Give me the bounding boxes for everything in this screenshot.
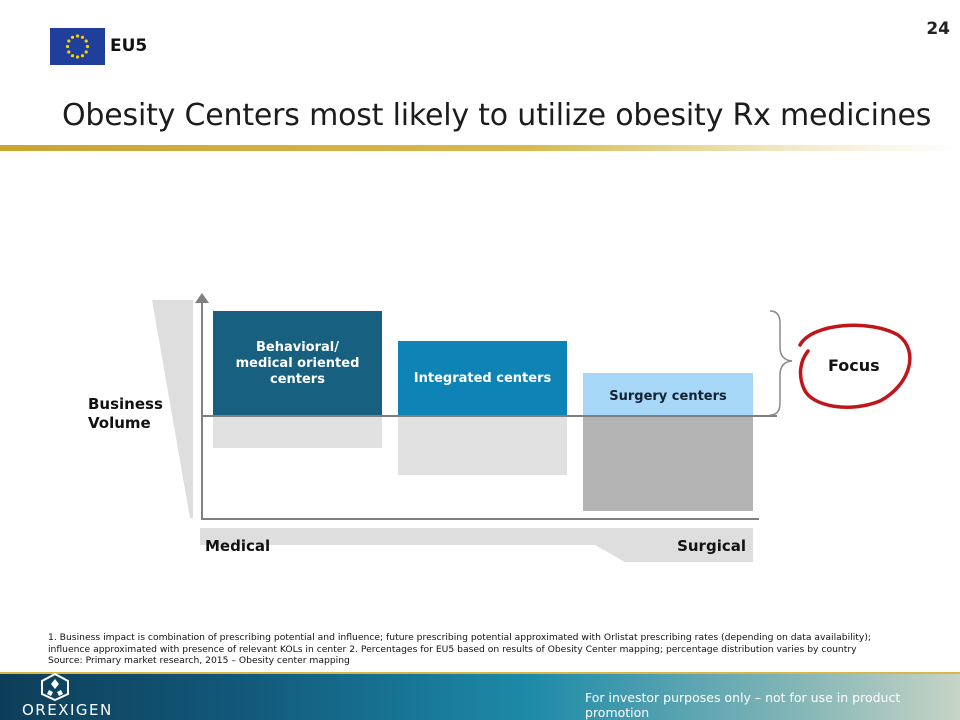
- footer-band: [0, 672, 960, 720]
- bar-label-line: medical oriented: [235, 355, 360, 371]
- y-axis-label-line: Business: [88, 395, 163, 413]
- region-label: EU5: [110, 36, 148, 56]
- volume-wedge: [152, 300, 193, 518]
- focus-label: Focus: [828, 356, 880, 375]
- bar-integrated-lower: [398, 416, 567, 475]
- focus-annotation: [769, 310, 912, 416]
- medical-surgical-wedge: [200, 528, 753, 562]
- y-axis-label-line: Volume: [88, 414, 151, 432]
- footnote-line: 1. Business impact is combination of pre…: [48, 632, 872, 643]
- logo-wordmark: OREXIGEN: [22, 701, 113, 719]
- footnote-source: Source: Primary market research, 2015 – …: [48, 655, 350, 667]
- orexigen-logo-icon: [40, 672, 70, 702]
- x-axis: [201, 518, 759, 520]
- footnote: 1. Business impact is combination of pre…: [48, 632, 918, 667]
- page-title: Obesity Centers most likely to utilize o…: [62, 98, 932, 133]
- baseline: [203, 415, 777, 417]
- y-axis-label: Business Volume: [88, 395, 163, 433]
- footnote-line: influence approximated with presence of …: [48, 643, 857, 655]
- bar-label-line: centers: [270, 371, 325, 387]
- x-left-label: Medical: [205, 537, 271, 555]
- bar-label-line: Behavioral/: [255, 339, 339, 355]
- y-axis: [201, 300, 203, 520]
- footer-disclaimer: For investor purposes only – not for use…: [585, 690, 901, 720]
- bar-surgery: Surgery centers: [583, 373, 753, 416]
- footer-rule: [0, 672, 960, 674]
- eu-flag-icon: [50, 28, 105, 65]
- bar-behavioral-lower: [213, 416, 382, 448]
- y-axis-arrow-icon: [195, 293, 209, 303]
- bar-label-line: Integrated centers: [413, 370, 552, 386]
- focus-circle-icon: [798, 323, 912, 409]
- x-right-label: Surgical: [677, 537, 746, 555]
- bar-label-line: Surgery centers: [609, 388, 727, 404]
- bar-behavioral-medical: Behavioral/ medical oriented centers: [213, 311, 382, 416]
- focus-bracket-icon: [769, 310, 793, 416]
- page-number: 24: [926, 19, 950, 39]
- bar-integrated: Integrated centers: [398, 341, 567, 416]
- title-underline: [0, 145, 960, 151]
- bar-surgery-lower: [583, 416, 753, 511]
